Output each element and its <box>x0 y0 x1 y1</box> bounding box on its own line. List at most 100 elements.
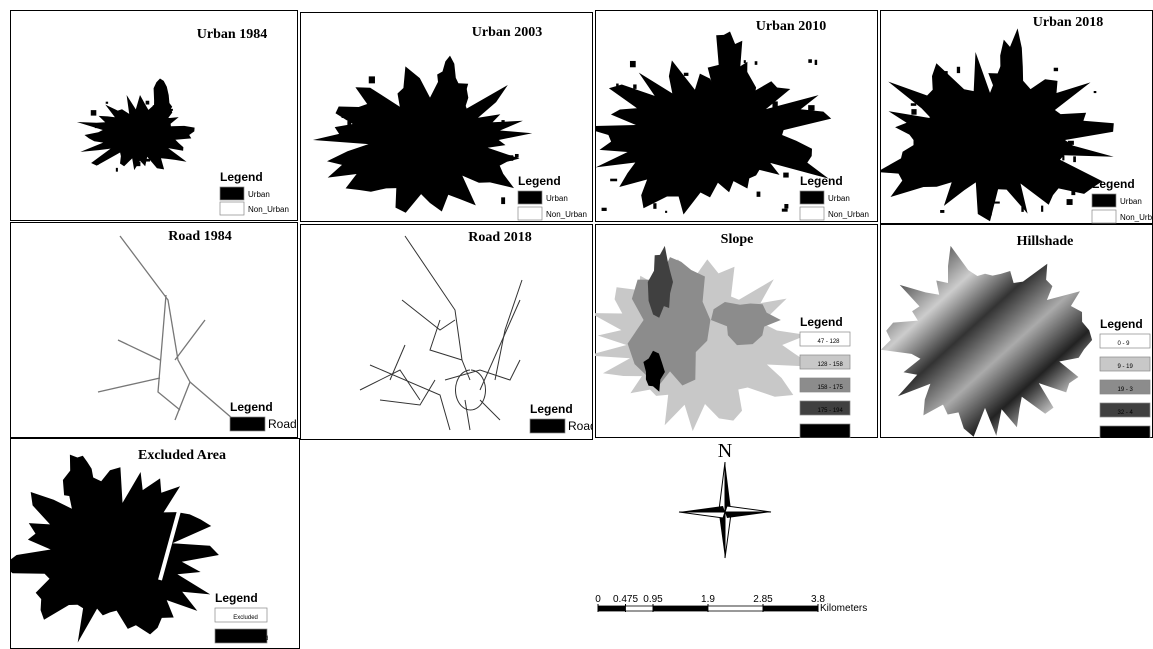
urban-patch <box>153 105 157 108</box>
urban-patch <box>672 137 674 142</box>
urban-patch <box>784 204 788 209</box>
urban-patch <box>135 152 139 159</box>
legend-label: Road <box>568 419 597 433</box>
scale-segment <box>708 606 763 611</box>
urban-patch <box>369 76 375 83</box>
urban-patch <box>1041 206 1043 212</box>
scale-label: 2.85 <box>753 594 773 605</box>
urban-patch <box>610 179 617 182</box>
urban-patch <box>740 159 743 165</box>
urban-patch <box>1094 91 1097 93</box>
map-panel: Urban 2003LegendUrbanNon_Urban <box>300 12 593 222</box>
urban-patch <box>772 101 777 108</box>
urban-patch <box>808 59 812 63</box>
urban-patch <box>408 194 414 201</box>
map-panel: Urban 2010LegendUrbanNon_Urban <box>580 10 879 222</box>
urban-patch <box>383 143 388 146</box>
urban-patch <box>655 132 657 135</box>
legend-swatch <box>220 202 244 215</box>
legend-swatch <box>220 187 244 200</box>
urban-patch <box>665 211 667 213</box>
map-panel: Road 2018LegendRoad <box>300 224 597 440</box>
urban-patch <box>389 151 392 157</box>
urban-patch <box>162 145 165 149</box>
urban-patch <box>515 154 519 158</box>
urban-patch <box>450 125 452 128</box>
legend-label: Urban <box>546 194 568 203</box>
urban-patch <box>757 192 761 197</box>
legend-title: Legend <box>800 174 843 188</box>
urban-patch <box>783 173 788 178</box>
urban-patch <box>1035 145 1037 151</box>
urban-patch <box>739 81 746 86</box>
urban-patch <box>507 155 513 161</box>
urban-patch <box>1042 139 1049 145</box>
urban-patch <box>144 159 150 162</box>
urban-patch <box>413 105 417 107</box>
urban-patch <box>911 103 916 106</box>
urban-patch <box>726 173 733 179</box>
urban-patch <box>1021 207 1023 212</box>
urban-patch <box>985 189 990 196</box>
urban-patch <box>494 172 499 179</box>
urban-patch <box>448 94 453 100</box>
panel-title: Excluded Area <box>138 448 226 463</box>
legend-title: Legend <box>530 402 573 416</box>
urban-patch <box>342 116 347 118</box>
panel-title: Urban 2003 <box>472 25 542 40</box>
scale-segment <box>598 606 626 611</box>
legend-label: 0 - 9 <box>1118 341 1131 347</box>
urban-patch <box>418 162 425 168</box>
legend-title: Legend <box>1092 177 1135 191</box>
legend-swatch <box>518 191 542 204</box>
map-panel: SlopeLegend47 - 128128 - 158158 - 175175… <box>588 224 879 438</box>
map-panel: Excluded AreaLegendExcludedNo_excluded <box>4 438 300 649</box>
urban-patch <box>1017 103 1021 106</box>
urban-patch <box>675 75 680 78</box>
urban-patch <box>490 171 495 176</box>
urban-patch <box>650 145 655 148</box>
legend-title: Legend <box>230 400 273 414</box>
urban-patch <box>985 213 992 216</box>
urban-patch <box>501 120 504 123</box>
urban-patch <box>944 158 949 162</box>
scale-unit: Kilometers <box>820 603 867 614</box>
urban-patch <box>437 112 441 115</box>
urban-patch <box>686 97 690 104</box>
scale-segment <box>763 606 818 611</box>
urban-patch <box>111 127 116 133</box>
urban-patch <box>1067 199 1073 205</box>
urban-patch <box>933 147 938 152</box>
panel-title: Hillshade <box>1017 234 1074 249</box>
urban-patch <box>1036 166 1038 172</box>
urban-patch <box>1029 174 1036 178</box>
legend-label: 49 - 1 <box>1118 433 1134 439</box>
urban-patch <box>1062 155 1064 160</box>
urban-patch <box>782 209 788 212</box>
legend-label: 19 - 3 <box>1118 387 1134 393</box>
urban-patch <box>146 101 150 105</box>
urban-patch <box>723 104 729 110</box>
urban-patch <box>808 105 814 110</box>
scale-segment <box>626 606 654 611</box>
urban-patch <box>711 174 716 180</box>
urban-patch <box>679 97 682 100</box>
legend-swatch <box>530 419 565 433</box>
legend-label: Urban <box>1120 197 1142 206</box>
urban-patch <box>703 126 707 129</box>
urban-patch <box>940 210 944 213</box>
scale-label: 1.9 <box>701 594 715 605</box>
urban-patch <box>975 74 978 81</box>
urban-patch <box>106 102 108 104</box>
urban-patch <box>421 187 425 189</box>
urban-patch <box>101 156 107 159</box>
urban-patch <box>170 109 173 111</box>
urban-patch <box>932 101 936 104</box>
urban-patch <box>116 168 118 172</box>
urban-patch <box>684 73 689 76</box>
urban-patch <box>995 98 998 104</box>
legend-label: Urban <box>828 194 850 203</box>
urban-patch <box>676 166 681 172</box>
map-panel: Urban 2018LegendUrbanNon_Urb <box>877 10 1153 224</box>
